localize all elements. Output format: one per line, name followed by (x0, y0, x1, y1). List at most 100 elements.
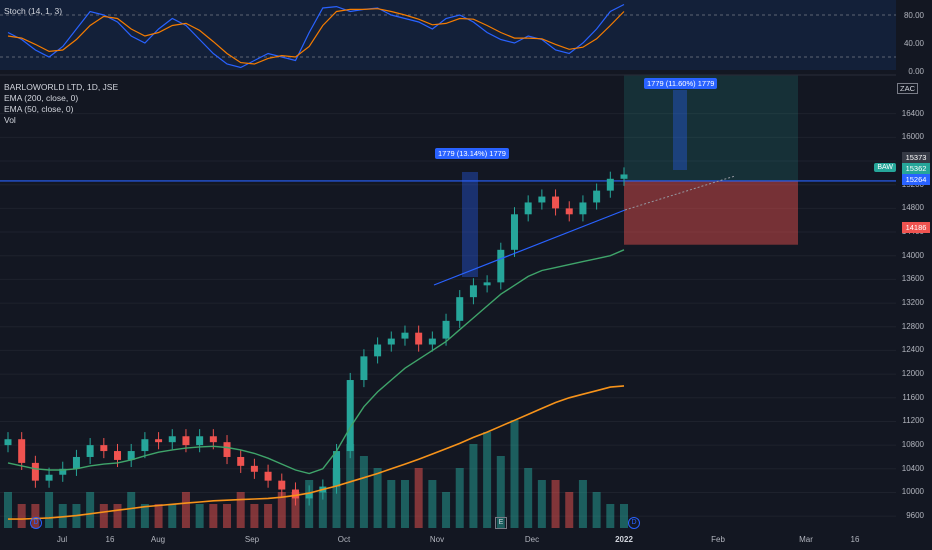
symbol-label: BAW (874, 163, 896, 172)
candle (333, 451, 341, 487)
volume-bar (483, 432, 492, 528)
volume-bar (455, 468, 464, 528)
volume-bar (250, 504, 259, 528)
candle (374, 344, 382, 357)
legend-ema50[interactable]: EMA (50, close, 0) (4, 104, 74, 114)
volume-bar (524, 468, 533, 528)
candle (182, 436, 190, 446)
price-label-last: 15373 (902, 152, 930, 163)
measure-box-1 (462, 172, 478, 277)
volume-bar (140, 504, 149, 528)
candle (59, 468, 67, 475)
projection-line (624, 175, 736, 211)
currency-label[interactable]: ZAC (897, 83, 918, 94)
volume-bar (346, 444, 355, 528)
legend-ema200[interactable]: EMA (200, close, 0) (4, 93, 79, 103)
candle (237, 456, 245, 466)
time-tick: 16 (850, 535, 860, 544)
volume-bar (578, 480, 587, 528)
price-tick: 14000 (901, 250, 924, 260)
candle (415, 332, 423, 345)
candle (45, 474, 53, 481)
volume-bar (223, 504, 232, 528)
volume-bar (181, 492, 190, 528)
volume-bar (606, 504, 615, 528)
candle (346, 380, 354, 452)
legend-symbol[interactable]: BARLOWORLD LTD, 1D, JSE (4, 82, 119, 92)
candle (620, 174, 628, 179)
candle (497, 249, 505, 283)
volume-bar (332, 468, 341, 528)
price-tick: 12400 (901, 345, 924, 355)
stoch-ytick-80: 80.00 (903, 11, 924, 20)
price-label-2: 15362 (902, 163, 930, 174)
volume-bar (537, 480, 546, 528)
candle (442, 320, 450, 339)
stoch-ytick-0: 0.00 (908, 67, 924, 76)
candle (593, 190, 601, 203)
stoch-title: Stoch (14, 1, 3) (4, 6, 63, 16)
volume-bar (236, 492, 245, 528)
candle (469, 285, 477, 298)
price-tick: 13600 (901, 274, 924, 284)
time-tick: Nov (429, 535, 445, 544)
candle (524, 202, 532, 215)
volume-bar (264, 504, 273, 528)
candle (264, 471, 272, 481)
volume-bar (127, 492, 136, 528)
candle (278, 480, 286, 490)
stoch-panel-bg (0, 0, 896, 70)
stoch-ytick-40: 40.00 (903, 39, 924, 48)
candle (387, 338, 395, 345)
ema50-line (7, 249, 625, 475)
candle (360, 356, 368, 381)
price-tick: 12800 (901, 321, 924, 331)
legend-vol[interactable]: Vol (4, 115, 16, 125)
price-tick: 10000 (901, 487, 924, 497)
indicator-lines (7, 3, 736, 520)
volume-bar (620, 504, 628, 528)
volume-bar (195, 504, 204, 528)
candle (428, 338, 436, 345)
volume-bar (31, 504, 40, 528)
dividend-marker-2[interactable]: D (628, 517, 640, 529)
volume-bar (45, 492, 54, 528)
volume-bar (359, 456, 368, 528)
earnings-marker[interactable]: E (495, 517, 507, 529)
candle (250, 465, 258, 472)
price-tick: 11600 (902, 392, 924, 402)
chart-legend: BARLOWORLD LTD, 1D, JSE EMA (200, close,… (4, 82, 118, 126)
volume-bar (510, 420, 519, 528)
time-tick: Oct (337, 535, 351, 544)
measure-label-2[interactable]: 1779 (11.60%) 1779 (644, 78, 718, 89)
volume-bar (496, 456, 505, 528)
time-tick: Sep (244, 535, 260, 544)
stoch-d-line (7, 8, 625, 65)
candle (538, 196, 546, 203)
candle (209, 436, 217, 443)
price-label-3: 15264 (902, 174, 930, 185)
volume-bar (373, 468, 382, 528)
long-position-tool (0, 75, 896, 277)
time-tick: Dec (524, 535, 540, 544)
measure-label-1[interactable]: 1779 (13.14%) 1779 (435, 148, 509, 159)
volume-bar (99, 504, 108, 528)
volume-bar (58, 504, 67, 528)
volume-bar (414, 468, 423, 528)
time-tick: 2022 (615, 535, 633, 544)
candle (510, 214, 518, 250)
volume-bar (387, 480, 396, 528)
candle (72, 456, 80, 469)
dividend-marker[interactable]: D (30, 517, 42, 529)
volume-bars (4, 420, 628, 528)
stop-zone (624, 180, 798, 245)
volume-bar (551, 480, 560, 528)
candle (86, 445, 94, 457)
price-tick: 12000 (901, 369, 924, 379)
volume-bar (113, 504, 122, 528)
price-tick: 9600 (906, 511, 924, 521)
price-tick: 11200 (902, 416, 924, 426)
time-tick: Jul (56, 535, 68, 544)
price-tick: 10800 (901, 440, 924, 450)
